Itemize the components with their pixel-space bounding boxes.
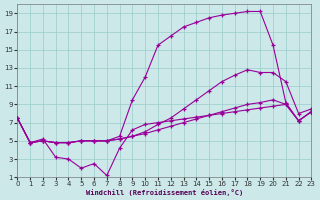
X-axis label: Windchill (Refroidissement éolien,°C): Windchill (Refroidissement éolien,°C) xyxy=(86,189,243,196)
